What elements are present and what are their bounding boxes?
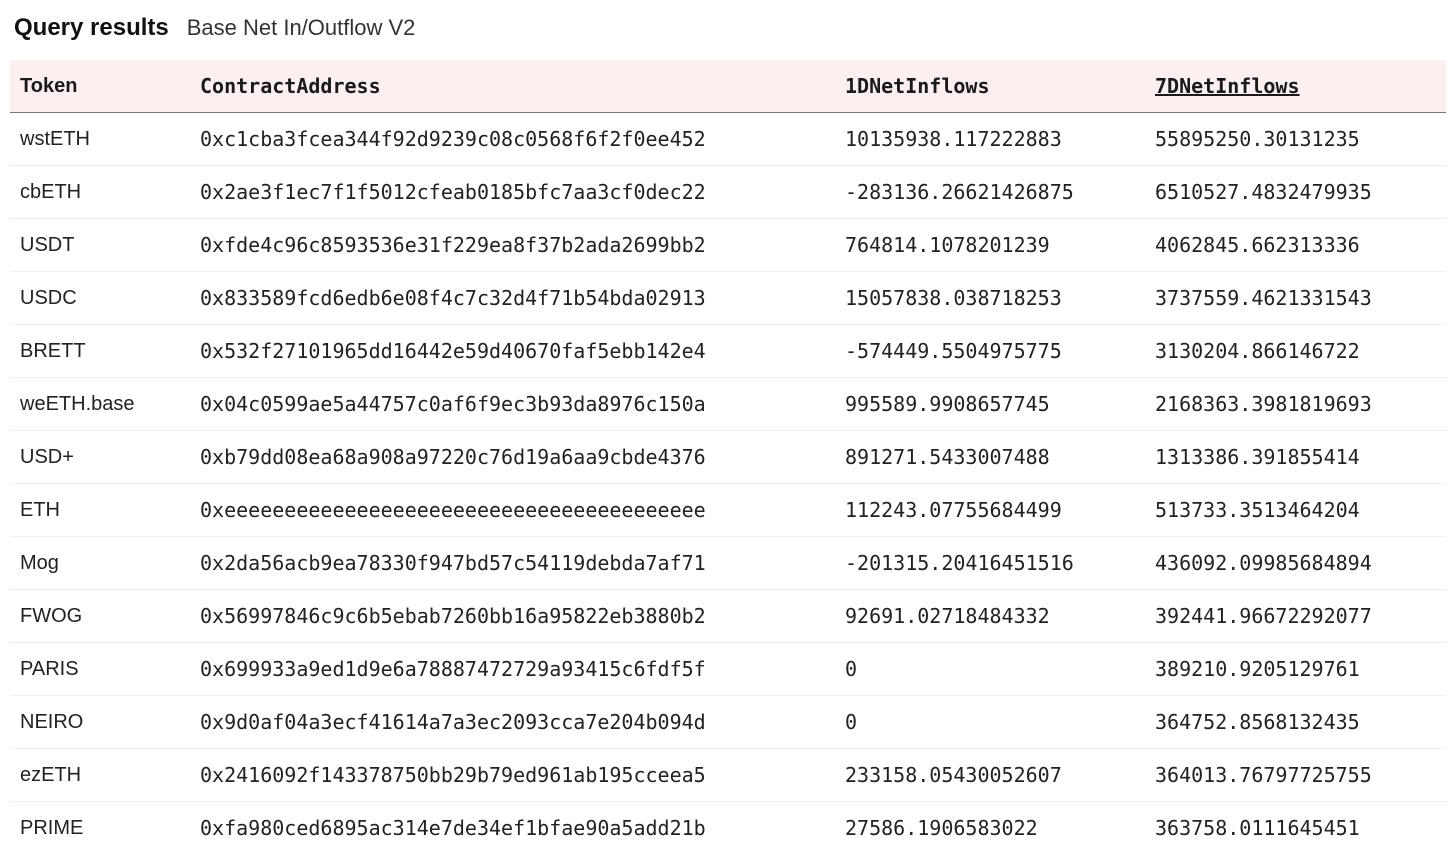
column-header-7d[interactable]: 7DNetInflows xyxy=(1145,60,1446,113)
column-header-1d[interactable]: 1DNetInflows xyxy=(835,60,1145,113)
cell-contract-address: 0xfde4c96c8593536e31f229ea8f37b2ada2699b… xyxy=(190,219,835,272)
cell-1d-net-inflows: 0 xyxy=(835,696,1145,749)
panel-subtitle: Base Net In/Outflow V2 xyxy=(187,15,416,41)
table-row[interactable]: Mog0x2da56acb9ea78330f947bd57c54119debda… xyxy=(10,537,1446,590)
cell-contract-address: 0xfa980ced6895ac314e7de34ef1bfae90a5add2… xyxy=(190,802,835,855)
table-row[interactable]: cbETH0x2ae3f1ec7f1f5012cfeab0185bfc7aa3c… xyxy=(10,166,1446,219)
table-row[interactable]: ezETH0x2416092f143378750bb29b79ed961ab19… xyxy=(10,749,1446,802)
cell-contract-address: 0x2ae3f1ec7f1f5012cfeab0185bfc7aa3cf0dec… xyxy=(190,166,835,219)
cell-token: USD+ xyxy=(10,431,190,484)
cell-token: Mog xyxy=(10,537,190,590)
cell-token: PARIS xyxy=(10,643,190,696)
table-row[interactable]: USDT0xfde4c96c8593536e31f229ea8f37b2ada2… xyxy=(10,219,1446,272)
cell-7d-net-inflows: 392441.96672292077 xyxy=(1145,590,1446,643)
cell-1d-net-inflows: 112243.07755684499 xyxy=(835,484,1145,537)
table-body: wstETH0xc1cba3fcea344f92d9239c08c0568f6f… xyxy=(10,113,1446,855)
table-row[interactable]: FWOG0x56997846c9c6b5ebab7260bb16a95822eb… xyxy=(10,590,1446,643)
table-row[interactable]: BRETT0x532f27101965dd16442e59d40670faf5e… xyxy=(10,325,1446,378)
table-row[interactable]: PRIME0xfa980ced6895ac314e7de34ef1bfae90a… xyxy=(10,802,1446,855)
table-row[interactable]: USDC0x833589fcd6edb6e08f4c7c32d4f71b54bd… xyxy=(10,272,1446,325)
cell-7d-net-inflows: 513733.3513464204 xyxy=(1145,484,1446,537)
cell-1d-net-inflows: 995589.9908657745 xyxy=(835,378,1145,431)
cell-1d-net-inflows: 891271.5433007488 xyxy=(835,431,1145,484)
results-table: Token ContractAddress 1DNetInflows 7DNet… xyxy=(10,60,1446,854)
table-row[interactable]: USD+0xb79dd08ea68a908a97220c76d19a6aa9cb… xyxy=(10,431,1446,484)
cell-7d-net-inflows: 3737559.4621331543 xyxy=(1145,272,1446,325)
cell-7d-net-inflows: 389210.9205129761 xyxy=(1145,643,1446,696)
cell-1d-net-inflows: 233158.05430052607 xyxy=(835,749,1145,802)
table-row[interactable]: PARIS0x699933a9ed1d9e6a78887472729a93415… xyxy=(10,643,1446,696)
cell-contract-address: 0x04c0599ae5a44757c0af6f9ec3b93da8976c15… xyxy=(190,378,835,431)
cell-1d-net-inflows: 0 xyxy=(835,643,1145,696)
table-row[interactable]: weETH.base0x04c0599ae5a44757c0af6f9ec3b9… xyxy=(10,378,1446,431)
cell-contract-address: 0xb79dd08ea68a908a97220c76d19a6aa9cbde43… xyxy=(190,431,835,484)
cell-token: ezETH xyxy=(10,749,190,802)
column-header-address[interactable]: ContractAddress xyxy=(190,60,835,113)
cell-7d-net-inflows: 363758.0111645451 xyxy=(1145,802,1446,855)
table-row[interactable]: wstETH0xc1cba3fcea344f92d9239c08c0568f6f… xyxy=(10,113,1446,166)
cell-1d-net-inflows: -283136.26621426875 xyxy=(835,166,1145,219)
cell-1d-net-inflows: -201315.20416451516 xyxy=(835,537,1145,590)
cell-7d-net-inflows: 1313386.391855414 xyxy=(1145,431,1446,484)
cell-7d-net-inflows: 364013.76797725755 xyxy=(1145,749,1446,802)
cell-contract-address: 0xc1cba3fcea344f92d9239c08c0568f6f2f0ee4… xyxy=(190,113,835,166)
cell-token: NEIRO xyxy=(10,696,190,749)
cell-1d-net-inflows: 27586.1906583022 xyxy=(835,802,1145,855)
cell-token: cbETH xyxy=(10,166,190,219)
cell-1d-net-inflows: 15057838.038718253 xyxy=(835,272,1145,325)
cell-token: FWOG xyxy=(10,590,190,643)
cell-contract-address: 0x699933a9ed1d9e6a78887472729a93415c6fdf… xyxy=(190,643,835,696)
cell-token: USDC xyxy=(10,272,190,325)
cell-7d-net-inflows: 436092.09985684894 xyxy=(1145,537,1446,590)
table-header-row: Token ContractAddress 1DNetInflows 7DNet… xyxy=(10,60,1446,113)
cell-contract-address: 0xeeeeeeeeeeeeeeeeeeeeeeeeeeeeeeeeeeeeee… xyxy=(190,484,835,537)
cell-token: USDT xyxy=(10,219,190,272)
cell-contract-address: 0x56997846c9c6b5ebab7260bb16a95822eb3880… xyxy=(190,590,835,643)
column-header-token[interactable]: Token xyxy=(10,60,190,113)
query-results-panel: Query results Base Net In/Outflow V2 Tok… xyxy=(0,0,1456,854)
cell-7d-net-inflows: 55895250.30131235 xyxy=(1145,113,1446,166)
cell-1d-net-inflows: -574449.5504975775 xyxy=(835,325,1145,378)
cell-contract-address: 0x833589fcd6edb6e08f4c7c32d4f71b54bda029… xyxy=(190,272,835,325)
cell-contract-address: 0x2416092f143378750bb29b79ed961ab195ccee… xyxy=(190,749,835,802)
cell-7d-net-inflows: 2168363.3981819693 xyxy=(1145,378,1446,431)
cell-token: PRIME xyxy=(10,802,190,855)
panel-title: Query results xyxy=(14,14,169,42)
cell-1d-net-inflows: 764814.1078201239 xyxy=(835,219,1145,272)
cell-contract-address: 0x2da56acb9ea78330f947bd57c54119debda7af… xyxy=(190,537,835,590)
cell-7d-net-inflows: 364752.8568132435 xyxy=(1145,696,1446,749)
table-row[interactable]: ETH0xeeeeeeeeeeeeeeeeeeeeeeeeeeeeeeeeeee… xyxy=(10,484,1446,537)
cell-7d-net-inflows: 6510527.4832479935 xyxy=(1145,166,1446,219)
cell-1d-net-inflows: 92691.02718484332 xyxy=(835,590,1145,643)
cell-contract-address: 0x532f27101965dd16442e59d40670faf5ebb142… xyxy=(190,325,835,378)
cell-contract-address: 0x9d0af04a3ecf41614a7a3ec2093cca7e204b09… xyxy=(190,696,835,749)
cell-token: BRETT xyxy=(10,325,190,378)
table-row[interactable]: NEIRO0x9d0af04a3ecf41614a7a3ec2093cca7e2… xyxy=(10,696,1446,749)
panel-header: Query results Base Net In/Outflow V2 xyxy=(10,8,1446,60)
cell-7d-net-inflows: 3130204.866146722 xyxy=(1145,325,1446,378)
cell-1d-net-inflows: 10135938.117222883 xyxy=(835,113,1145,166)
cell-token: weETH.base xyxy=(10,378,190,431)
cell-token: ETH xyxy=(10,484,190,537)
cell-7d-net-inflows: 4062845.662313336 xyxy=(1145,219,1446,272)
cell-token: wstETH xyxy=(10,113,190,166)
